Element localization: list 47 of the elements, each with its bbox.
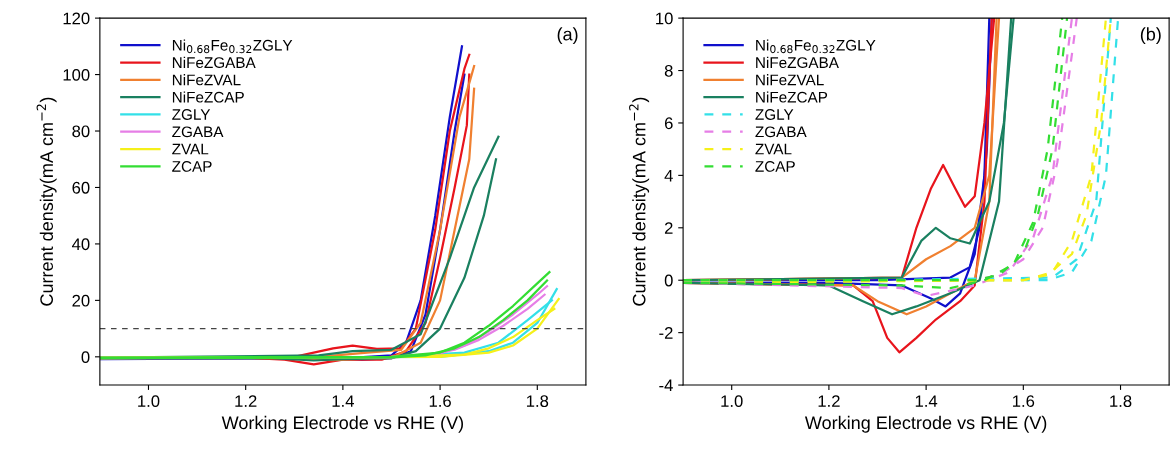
legend-label: Ni$_{0.68}$Fe$_{0.32}$ZGLY [172, 39, 293, 54]
x-tick-label: 1.4 [915, 395, 938, 407]
annotation: (b) [1140, 27, 1161, 45]
x-tick-label: 1.6 [429, 395, 451, 408]
legend-label: NiFeZGABA [756, 56, 839, 69]
y-tick-label: 120 [63, 12, 90, 25]
x-tick-label: 1.0 [138, 395, 160, 408]
legend-label: NiFeZVAL [172, 74, 241, 86]
y-tick-label: 80 [72, 125, 90, 138]
y-tick-label: 0 [81, 351, 90, 364]
legend-label: ZCAP [755, 160, 795, 172]
x-tick-label: 1.0 [721, 395, 743, 408]
y-tick-label: 60 [72, 181, 90, 194]
legend-label: ZGABA [755, 126, 807, 138]
x-axis-title: Working Electrode vs RHE (V) [804, 415, 1047, 433]
x-tick-label: 1.4 [332, 395, 354, 407]
x-axis-title: Working Electrode vs RHE (V) [221, 415, 464, 433]
y-tick-label: 4 [664, 169, 673, 182]
legend-label: NiFeZVAL [756, 74, 824, 86]
legend-label: NiFeZCAP [172, 91, 244, 103]
y-tick-label: 8 [664, 64, 673, 77]
x-tick-label: 1.8 [526, 395, 549, 408]
legend-label: ZVAL [755, 143, 792, 155]
x-tick-label: 1.2 [818, 395, 840, 407]
y-tick-label: 20 [72, 294, 90, 307]
legend-label: NiFeZGABA [172, 56, 256, 69]
legend-label: ZVAL [172, 143, 209, 155]
legend-label: ZGABA [172, 126, 224, 138]
legend-label: Ni$_{0.68}$Fe$_{0.32}$ZGLY [756, 39, 876, 54]
x-tick-label: 1.6 [1013, 395, 1035, 408]
y-tick-label: 6 [664, 117, 673, 130]
y-tick-label: 40 [72, 238, 90, 251]
x-tick-label: 1.8 [1110, 395, 1132, 408]
y-axis-title: Current density(mA cm$^{−2}$) [629, 97, 650, 306]
x-tick-label: 1.2 [235, 395, 257, 407]
y-tick-label: 0 [664, 274, 673, 287]
legend-label: ZGLY [755, 109, 794, 120]
legend-label: NiFeZCAP [756, 91, 828, 103]
annotation: (a) [557, 27, 578, 45]
legend-label: ZGLY [172, 109, 211, 120]
y-tick-label: 2 [664, 222, 673, 234]
y-tick-label: 100 [63, 68, 90, 81]
y-axis-title: Current density(mA cm$^{−2}$) [36, 97, 57, 306]
y-tick-label: -4 [659, 379, 673, 392]
y-tick-label: 10 [656, 12, 673, 25]
y-tick-label: -2 [659, 327, 673, 339]
legend-label: ZCAP [172, 160, 212, 172]
